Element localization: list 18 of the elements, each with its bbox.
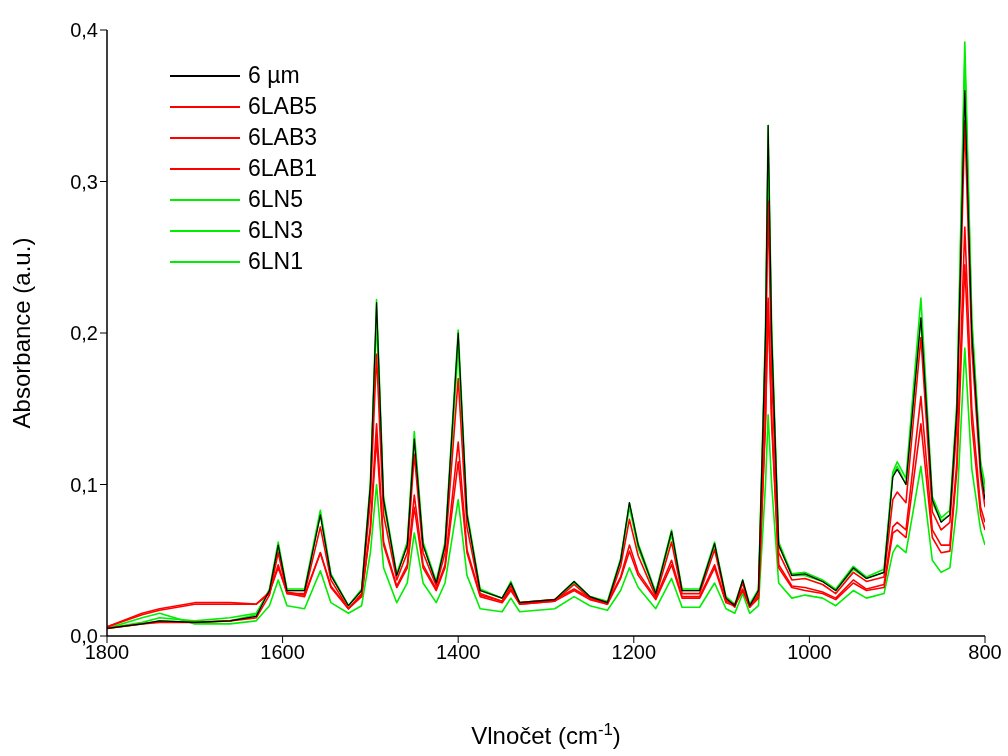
y-tick-label: 0,1 bbox=[70, 473, 98, 496]
legend-label: 6LN5 bbox=[248, 186, 303, 213]
x-tick-label: 1600 bbox=[260, 641, 305, 664]
y-axis-title: Absorbance (a.u.) bbox=[8, 237, 35, 429]
x-tick-label: 800 bbox=[968, 641, 1002, 664]
legend-label: 6LAB3 bbox=[248, 124, 318, 151]
y-tick-label: 0,2 bbox=[70, 322, 98, 345]
legend-label: 6LN3 bbox=[248, 217, 303, 244]
x-axis-title: Vlnočet (cm$^{-1}$) bbox=[471, 719, 621, 749]
x-tick-label: 1200 bbox=[611, 641, 657, 664]
legend-label: 6LAB1 bbox=[248, 155, 318, 182]
y-tick-label: 0,4 bbox=[70, 19, 98, 42]
legend-label: 6LAB5 bbox=[248, 93, 318, 120]
legend-label: 6LN1 bbox=[248, 248, 303, 275]
y-tick-label: 0,3 bbox=[70, 170, 98, 193]
legend-label: 6 µm bbox=[248, 62, 300, 89]
x-tick-label: 1000 bbox=[787, 641, 832, 664]
x-tick-label: 1400 bbox=[435, 641, 481, 664]
